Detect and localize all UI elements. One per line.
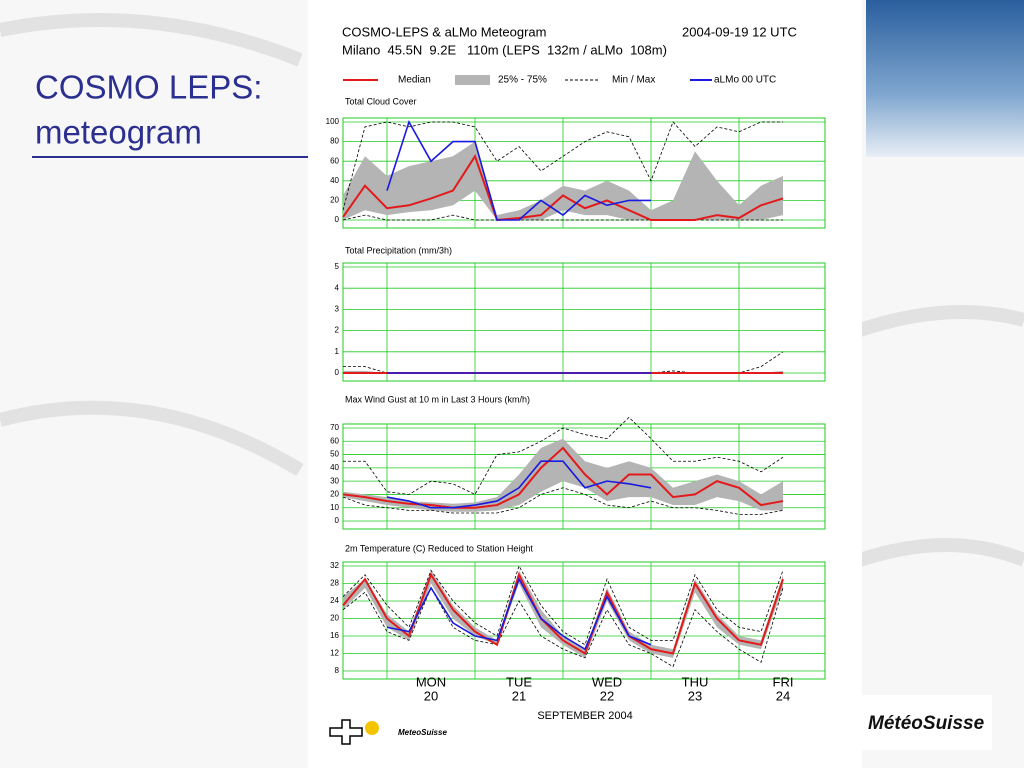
band-area — [343, 438, 783, 512]
plot-frame — [342, 117, 826, 229]
legend-label: 25% - 75% — [498, 75, 547, 86]
slide-title: COSMO LEPS: — [35, 69, 262, 106]
legend-label: Min / Max — [612, 75, 655, 86]
y-tick-label: 1 — [335, 347, 340, 356]
y-tick-label: 0 — [335, 516, 340, 525]
x-tick-label: FRI — [773, 674, 794, 689]
y-tick-label: 20 — [330, 614, 339, 623]
chart-title: Total Cloud Cover — [345, 96, 417, 106]
x-tick-label: WED — [592, 674, 622, 689]
y-tick-label: 70 — [330, 423, 339, 432]
meteogram-title: COSMO-LEPS & aLMo Meteogram — [342, 24, 546, 39]
plot-frame — [342, 262, 826, 382]
y-tick-label: 32 — [330, 561, 339, 570]
median-line — [342, 154, 784, 222]
meteogram-panel — [308, 0, 862, 768]
y-tick-label: 20 — [330, 196, 339, 205]
logo-box — [862, 695, 992, 750]
location: Milano 45.5N 9.2E 110m (LEPS 132m / aLMo… — [342, 42, 667, 57]
x-tick-date: 23 — [688, 688, 702, 703]
legend-label: aLMo 00 UTC — [714, 75, 776, 86]
y-tick-label: 5 — [335, 262, 340, 271]
y-tick-label: 60 — [330, 436, 339, 445]
x-tick-date: 21 — [512, 688, 526, 703]
median-line — [342, 446, 784, 509]
x-tick-label: TUE — [506, 674, 532, 689]
y-tick-label: 4 — [335, 283, 340, 292]
y-tick-label: 30 — [330, 476, 339, 485]
y-tick-label: 0 — [335, 215, 340, 224]
y-tick-label: 28 — [330, 579, 339, 588]
x-tick-date: 22 — [600, 688, 614, 703]
almo-line — [386, 577, 652, 651]
y-tick-label: 0 — [335, 368, 340, 377]
x-tick-label: THU — [682, 674, 709, 689]
plot-frame — [342, 423, 826, 530]
x-tick-date: 20 — [424, 688, 438, 703]
y-tick-label: 3 — [335, 305, 340, 314]
x-tick-label: MON — [416, 674, 446, 689]
y-tick-label: 8 — [335, 666, 340, 675]
max-line — [342, 121, 783, 211]
max-line — [342, 564, 784, 646]
x-axis-title: SEPTEMBER 2004 — [537, 710, 632, 722]
y-tick-label: 20 — [330, 490, 339, 499]
legend-label: Median — [398, 75, 431, 86]
y-tick-label: 12 — [330, 649, 339, 658]
y-tick-label: 60 — [330, 156, 339, 165]
x-tick-date: 24 — [776, 688, 790, 703]
footer-sun — [365, 721, 379, 735]
y-tick-label: 40 — [330, 463, 339, 472]
logo: MétéoSuisse — [868, 713, 985, 734]
y-tick-label: 80 — [330, 137, 339, 146]
min-line — [342, 214, 783, 221]
decoration — [0, 13, 1024, 567]
footer-cross — [329, 719, 363, 745]
almo-line — [386, 460, 652, 509]
y-tick-label: 40 — [330, 176, 339, 185]
y-tick-label: 16 — [330, 631, 339, 640]
legend-swatch — [455, 75, 490, 85]
header-image — [866, 0, 1024, 157]
chart-title: 2m Temperature (C) Reduced to Station He… — [345, 543, 533, 553]
y-tick-label: 24 — [330, 596, 339, 605]
chart-title: Max Wind Gust at 10 m in Last 3 Hours (k… — [345, 394, 530, 404]
y-tick-label: 10 — [330, 503, 339, 512]
y-tick-label: 100 — [326, 117, 340, 126]
almo-line — [386, 120, 651, 221]
min-line — [342, 487, 784, 515]
run-time: 2004-09-19 12 UTC — [682, 24, 797, 39]
chart-title: Total Precipitation (mm/3h) — [345, 245, 452, 255]
max-line — [343, 416, 784, 495]
y-tick-label: 50 — [330, 450, 339, 459]
band-area — [343, 141, 783, 220]
plot-frame — [342, 561, 826, 680]
y-tick-label: 2 — [335, 326, 340, 335]
footer-logo: MeteoSuisse — [398, 728, 447, 737]
slide-title: meteogram — [35, 114, 202, 151]
min-line — [342, 586, 784, 668]
